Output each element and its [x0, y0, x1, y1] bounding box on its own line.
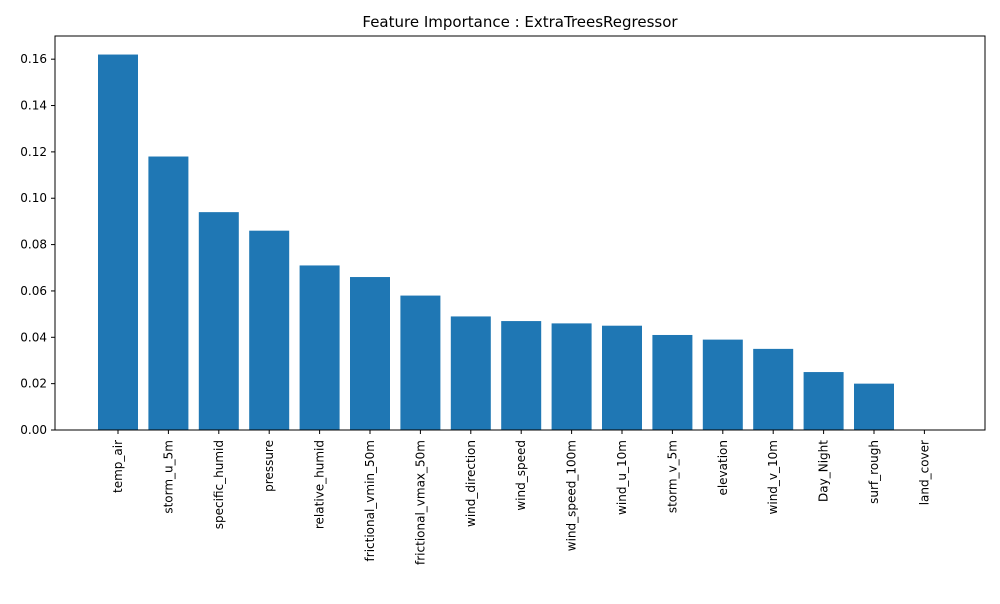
- y-tick-label: 0.08: [20, 238, 47, 252]
- bar-storm-u-5m: [148, 156, 189, 431]
- plot-frame: [54, 35, 986, 431]
- bar-wind-speed: [501, 321, 542, 430]
- bar-temp-air: [98, 54, 138, 431]
- x-tick-label: temp_air: [111, 440, 125, 493]
- y-tick-label: 0.00: [20, 423, 47, 437]
- x-tick-label: relative_humid: [313, 440, 327, 529]
- y-tick-label: 0.06: [20, 284, 47, 298]
- bar-wind-v-10m: [753, 348, 794, 430]
- bar-surf-rough: [854, 383, 894, 430]
- bar-relative-humid: [299, 265, 340, 430]
- bar-wind-direction: [450, 316, 491, 430]
- bar-day-night: [803, 372, 844, 430]
- x-tick-label: storm_u_5m: [161, 440, 175, 514]
- bar-wind-u-10m: [602, 325, 642, 430]
- x-tick-label: wind_u_10m: [615, 440, 629, 515]
- bar-wind-speed-100m: [551, 323, 592, 430]
- x-tick-label: Day_Night: [817, 440, 831, 502]
- y-tick-label: 0.12: [20, 145, 47, 159]
- y-tick-label: 0.16: [20, 52, 47, 66]
- x-tick-label: frictional_vmin_50m: [363, 440, 377, 561]
- x-tick-label: wind_direction: [464, 440, 478, 527]
- y-tick-label: 0.10: [20, 191, 47, 205]
- x-tick-label: frictional_vmax_50m: [413, 440, 427, 565]
- bar-pressure: [249, 230, 290, 430]
- x-tick-label: wind_speed_100m: [565, 440, 579, 551]
- y-axis: 0.00 0.02 0.04 0.06 0.08 0.10 0.12 0.14 0.16: [20, 52, 55, 437]
- bar-frictional-vmin-50m: [350, 277, 390, 430]
- x-tick-label: wind_speed: [514, 440, 528, 511]
- x-tick-label: elevation: [716, 440, 730, 496]
- x-tick-label: storm_v_5m: [665, 440, 679, 513]
- bar-specific-humid: [198, 212, 239, 430]
- y-tick-label: 0.02: [20, 377, 47, 391]
- y-tick-label: 0.14: [20, 99, 47, 113]
- x-tick-label: land_cover: [917, 440, 931, 505]
- x-tick-label: surf_rough: [867, 440, 881, 504]
- x-tick-label: wind_v_10m: [766, 440, 780, 514]
- x-tick-label: specific_humid: [212, 440, 226, 529]
- y-tick-label: 0.04: [20, 330, 47, 344]
- x-tick-label: pressure: [262, 440, 276, 492]
- chart-title: Feature Importance : ExtraTreesRegressor: [362, 13, 678, 31]
- bar-storm-v-5m: [652, 334, 693, 430]
- x-axis: temp_air storm_u_5m specific_humid pressure…: [111, 430, 931, 565]
- bar-frictional-vmax-50m: [400, 295, 441, 430]
- bar-elevation: [702, 339, 743, 430]
- bars-group: [98, 54, 894, 431]
